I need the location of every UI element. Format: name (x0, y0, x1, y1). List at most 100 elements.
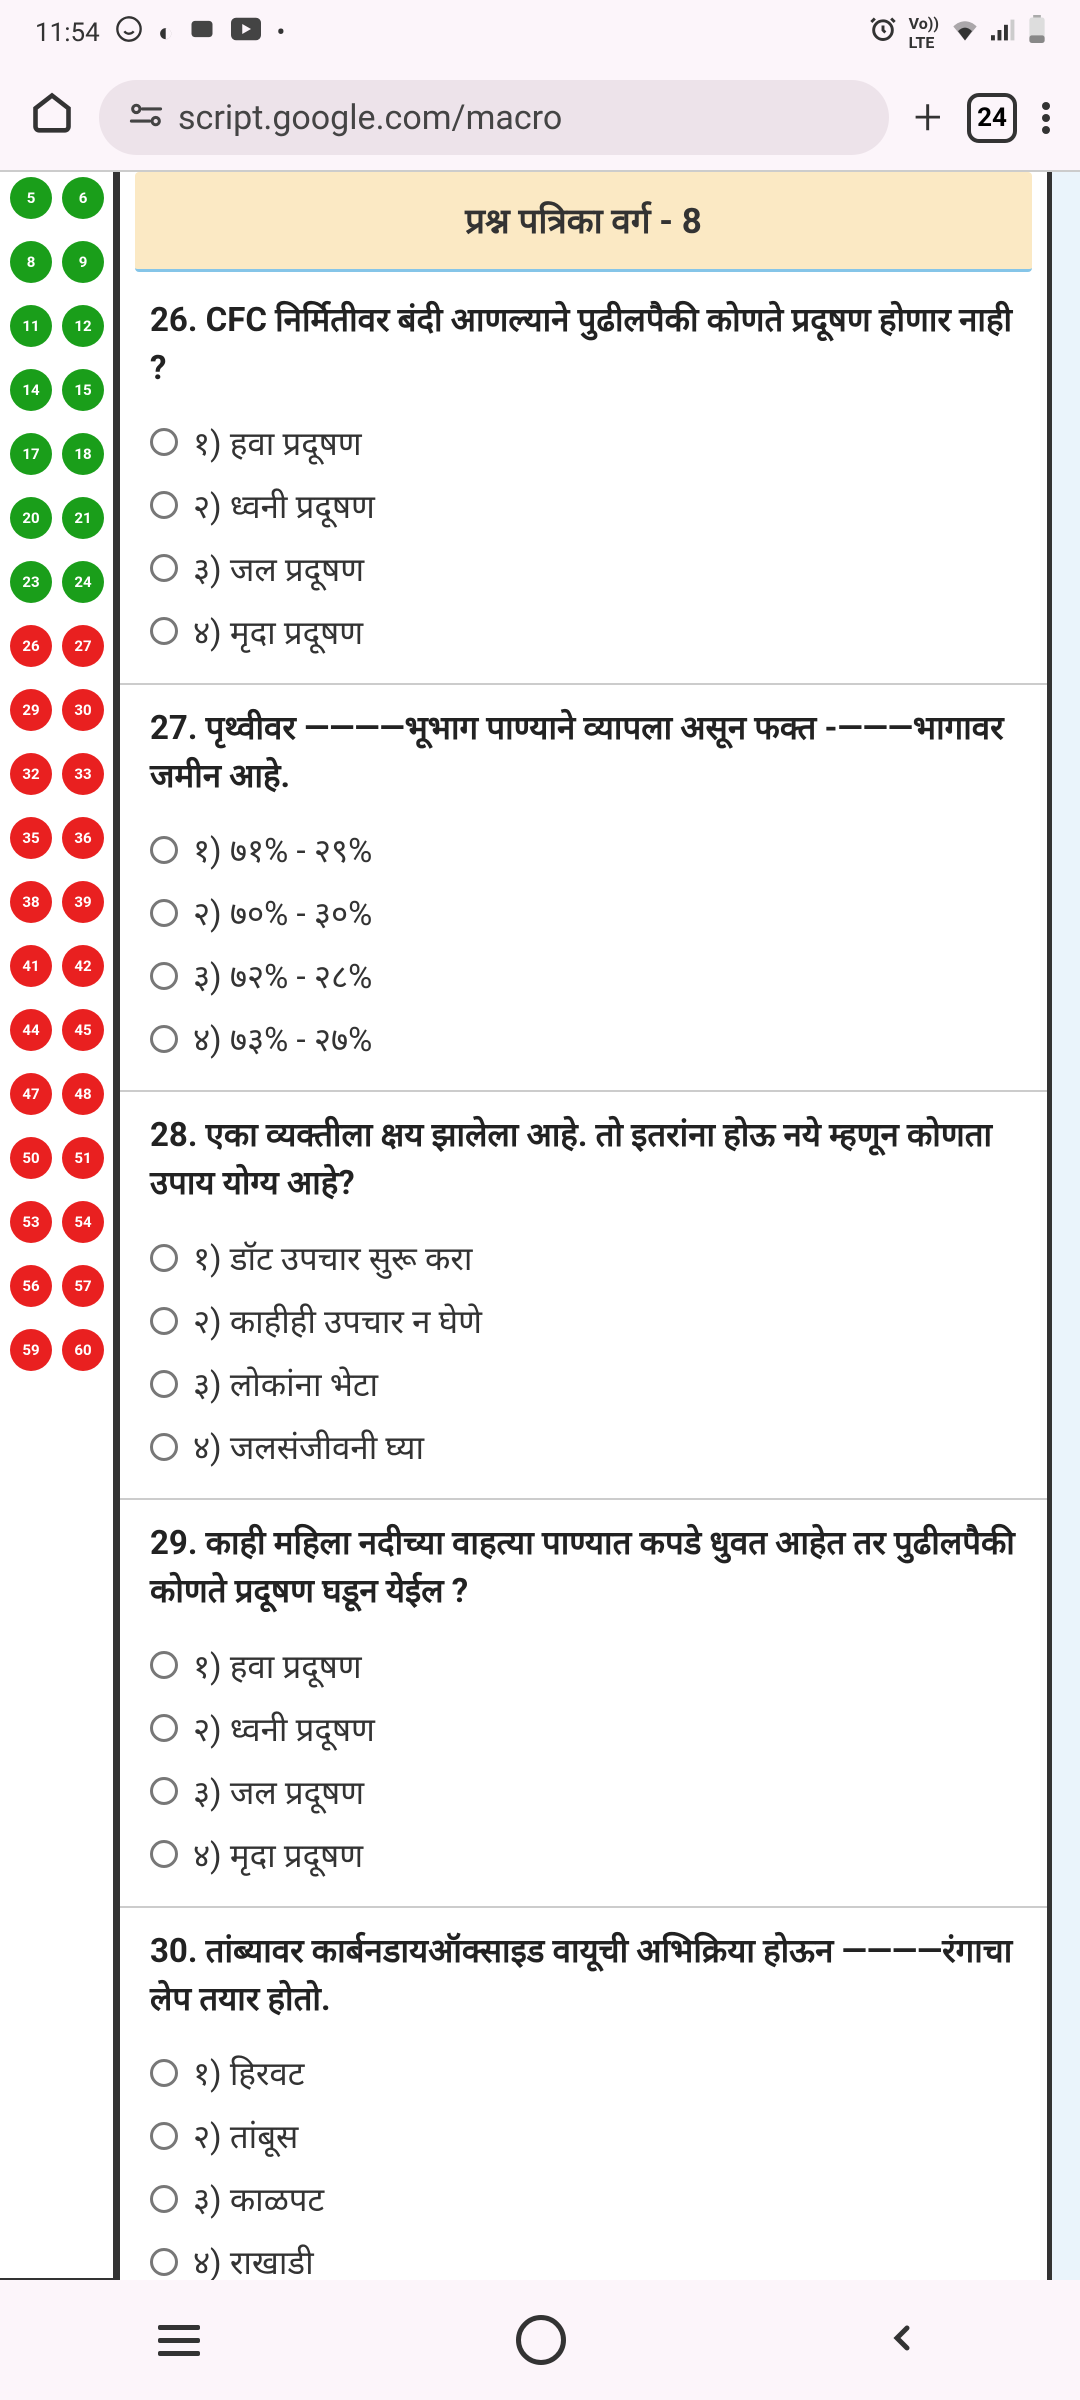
radio-icon (150, 1777, 178, 1805)
option[interactable]: १) हिरवट (150, 2041, 1017, 2104)
radio-icon (150, 1244, 178, 1272)
nav-dot-9[interactable]: 9 (62, 241, 104, 283)
radio-icon (150, 1370, 178, 1398)
home-icon[interactable] (30, 90, 74, 145)
back-button[interactable] (882, 2308, 922, 2372)
nav-dot-53[interactable]: 53 (10, 1201, 52, 1243)
nav-dot-12[interactable]: 12 (62, 305, 104, 347)
radio-icon (150, 899, 178, 927)
radio-icon (150, 836, 178, 864)
nav-dot-15[interactable]: 15 (62, 369, 104, 411)
nav-dot-24[interactable]: 24 (62, 561, 104, 603)
tab-count-button[interactable]: 24 (967, 93, 1017, 143)
option[interactable]: ४) मृदा प्रदूषण (150, 1823, 1017, 1886)
nav-dot-8[interactable]: 8 (10, 241, 52, 283)
option-label: २) ध्वनी प्रदूषण (193, 1706, 375, 1751)
option-label: १) डॉट उपचार सुरू करा (193, 1235, 472, 1280)
radio-icon (150, 554, 178, 582)
nav-dot-51[interactable]: 51 (62, 1137, 104, 1179)
option-label: १) हवा प्रदूषण (193, 1643, 362, 1688)
nav-dot-57[interactable]: 57 (62, 1265, 104, 1307)
nav-dot-18[interactable]: 18 (62, 433, 104, 475)
option[interactable]: ४) ७३% - २७% (150, 1007, 1017, 1070)
option[interactable]: ३) जल प्रदूषण (150, 537, 1017, 600)
home-button[interactable] (516, 2315, 566, 2365)
radio-icon (150, 1714, 178, 1742)
nav-dot-44[interactable]: 44 (10, 1009, 52, 1051)
option-label: ४) जलसंजीवनी घ्या (193, 1424, 424, 1469)
nav-dot-11[interactable]: 11 (10, 305, 52, 347)
nav-dot-39[interactable]: 39 (62, 881, 104, 923)
option[interactable]: ३) लोकांना भेटा (150, 1352, 1017, 1415)
option[interactable]: ४) राखाडी (150, 2230, 1017, 2280)
option-label: १) ७१% - २९% (193, 827, 372, 872)
nav-dot-27[interactable]: 27 (62, 625, 104, 667)
recents-button[interactable] (158, 2325, 200, 2356)
option-label: ३) ७२% - २८% (193, 953, 372, 998)
option-label: २) ध्वनी प्रदूषण (193, 483, 375, 528)
quiz-header: प्रश्न पत्रिका वर्ग - 8 (135, 172, 1032, 272)
nav-dot-6[interactable]: 6 (62, 177, 104, 219)
nav-dot-45[interactable]: 45 (62, 1009, 104, 1051)
nav-dot-30[interactable]: 30 (62, 689, 104, 731)
nav-dot-14[interactable]: 14 (10, 369, 52, 411)
option-label: ३) जल प्रदूषण (193, 1769, 364, 1814)
nav-dot-17[interactable]: 17 (10, 433, 52, 475)
volte-icon: Vo))LTE (909, 14, 939, 52)
nav-dot-56[interactable]: 56 (10, 1265, 52, 1307)
new-tab-icon[interactable]: + (914, 89, 942, 147)
browser-bar: script.google.com/macro + 24 (0, 65, 1080, 170)
option[interactable]: २) ध्वनी प्रदूषण (150, 474, 1017, 537)
nav-dot-32[interactable]: 32 (10, 753, 52, 795)
option[interactable]: ४) मृदा प्रदूषण (150, 600, 1017, 663)
nav-dot-29[interactable]: 29 (10, 689, 52, 731)
nav-dot-23[interactable]: 23 (10, 561, 52, 603)
nav-dot-48[interactable]: 48 (62, 1073, 104, 1115)
question-text: 28. एका व्यक्तीला क्षय झालेला आहे. तो इत… (150, 1112, 1017, 1208)
url-bar[interactable]: script.google.com/macro (99, 80, 889, 155)
option[interactable]: २) ७०% - ३०% (150, 881, 1017, 944)
main-content: प्रश्न पत्रिका वर्ग - 8 26. CFC निर्मिती… (115, 172, 1080, 2280)
option[interactable]: ३) काळपट (150, 2167, 1017, 2230)
nav-dot-59[interactable]: 59 (10, 1329, 52, 1371)
nav-dot-38[interactable]: 38 (10, 881, 52, 923)
nav-dot-42[interactable]: 42 (62, 945, 104, 987)
nav-dot-20[interactable]: 20 (10, 497, 52, 539)
nav-dot-47[interactable]: 47 (10, 1073, 52, 1115)
nav-dot-50[interactable]: 50 (10, 1137, 52, 1179)
site-settings-icon (129, 98, 163, 138)
nav-dot-35[interactable]: 35 (10, 817, 52, 859)
option[interactable]: २) तांबूस (150, 2104, 1017, 2167)
nav-dot-60[interactable]: 60 (62, 1329, 104, 1371)
option-label: ४) मृदा प्रदूषण (193, 1832, 363, 1877)
status-bar: 11:54 ◐ • Vo))LTE (0, 0, 1080, 65)
tab-count-value: 24 (977, 103, 1007, 133)
nav-dot-21[interactable]: 21 (62, 497, 104, 539)
option[interactable]: ३) जल प्रदूषण (150, 1760, 1017, 1823)
option[interactable]: १) ७१% - २९% (150, 818, 1017, 881)
nav-dot-5[interactable]: 5 (10, 177, 52, 219)
menu-icon[interactable] (1042, 102, 1050, 134)
youtube-icon (231, 17, 261, 48)
option[interactable]: १) हवा प्रदूषण (150, 1634, 1017, 1697)
nav-dot-26[interactable]: 26 (10, 625, 52, 667)
nav-dot-36[interactable]: 36 (62, 817, 104, 859)
question-block: 26. CFC निर्मितीवर बंदी आणल्याने पुढीलपै… (120, 287, 1047, 685)
option[interactable]: ३) ७२% - २८% (150, 944, 1017, 1007)
option[interactable]: ४) जलसंजीवनी घ्या (150, 1415, 1017, 1478)
radio-icon (150, 1651, 178, 1679)
mail-icon (188, 15, 216, 50)
option-label: ४) ७३% - २७% (193, 1016, 372, 1061)
battery-icon (1029, 15, 1045, 50)
option[interactable]: १) हवा प्रदूषण (150, 411, 1017, 474)
option[interactable]: २) ध्वनी प्रदूषण (150, 1697, 1017, 1760)
option[interactable]: १) डॉट उपचार सुरू करा (150, 1226, 1017, 1289)
nav-dot-54[interactable]: 54 (62, 1201, 104, 1243)
nav-dot-33[interactable]: 33 (62, 753, 104, 795)
status-time: 11:54 (35, 18, 100, 48)
nav-dot-41[interactable]: 41 (10, 945, 52, 987)
radio-icon (150, 1025, 178, 1053)
option[interactable]: २) काहीही उपचार न घेणे (150, 1289, 1017, 1352)
question-text: 30. तांब्यावर कार्बनडायऑक्साइड वायूची अभ… (150, 1928, 1017, 2024)
option-label: २) तांबूस (193, 2113, 298, 2158)
